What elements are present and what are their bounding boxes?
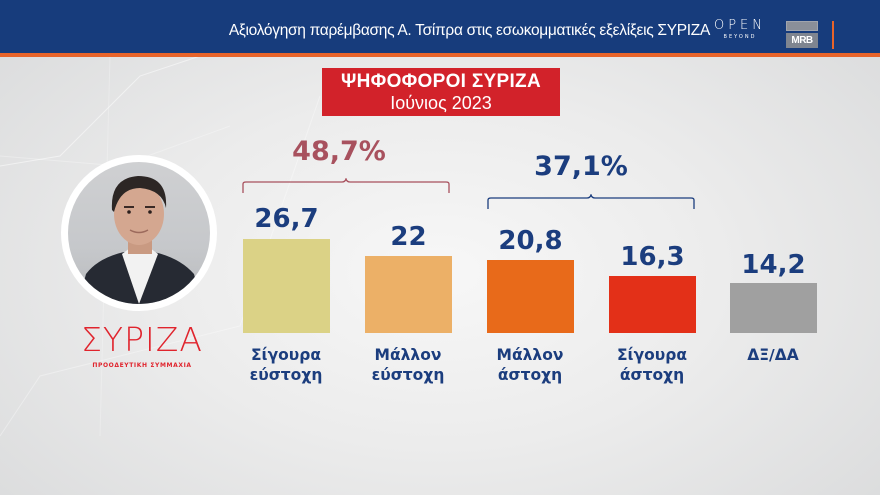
bracket-negative — [487, 194, 695, 209]
bar-value: 14,2 — [741, 250, 806, 280]
bar-label-line1: ΔΞ/ΔΑ — [747, 346, 799, 364]
header-title: Αξιολόγηση παρέμβασης Α. Τσίπρα στις εσω… — [228, 22, 710, 39]
header-accent-tick — [832, 21, 834, 49]
bar-label: ΔΞ/ΔΑ — [713, 345, 833, 365]
syriza-logo: ΣΥΡΙΖΑ ΠΡΟΟΔΕΥΤΙΚΗ ΣΥΜΜΑΧΙΑ — [80, 322, 204, 372]
bar-certainly-inaccurate — [609, 276, 696, 333]
bar-value: 26,7 — [254, 204, 319, 234]
bar-rather-accurate — [365, 256, 452, 333]
person-silhouette-icon — [78, 176, 202, 304]
open-channel-logo: OPEN BEYOND — [710, 19, 770, 49]
open-logo-text: OPEN — [713, 18, 766, 33]
bar-label: Μάλλον άστοχη — [470, 345, 590, 385]
bar-label-line2: άστοχη — [619, 366, 685, 384]
badge-title: ΨΗΦΟΦΟΡΟΙ ΣΥΡΙΖΑ — [340, 71, 541, 92]
syriza-logo-subtitle: ΠΡΟΟΔΕΥΤΙΚΗ ΣΥΜΜΑΧΙΑ — [92, 362, 192, 369]
mrb-logo-upper — [786, 21, 818, 31]
group-total-negative: 37,1% — [517, 151, 645, 182]
bar-label-line1: Μάλλον — [374, 346, 442, 364]
bar-label-line2: άστοχη — [497, 366, 563, 384]
bar-label: Σίγουρα εύστοχη — [226, 345, 346, 385]
group-total-positive-value: 48,7% — [292, 136, 386, 167]
open-logo-subtitle: BEYOND — [723, 34, 757, 40]
bar-label-line1: Σίγουρα — [616, 346, 688, 364]
bar-label-line2: εύστοχη — [371, 366, 445, 384]
bar-label-line1: Μάλλον — [496, 346, 564, 364]
portrait-photo — [68, 162, 210, 304]
mrb-logo-text: MRB — [786, 33, 818, 48]
bar-value: 20,8 — [498, 226, 563, 256]
group-total-negative-value: 37,1% — [534, 151, 628, 182]
bar-certainly-accurate — [243, 239, 330, 333]
header-bar: Αξιολόγηση παρέμβασης Α. Τσίπρα στις εσω… — [0, 0, 880, 53]
bar-label-line1: Σίγουρα — [250, 346, 322, 364]
mrb-logo: MRB — [786, 21, 818, 48]
badge-date: Ιούνιος 2023 — [390, 93, 492, 113]
bar-dont-know — [730, 283, 817, 333]
bar-label: Σίγουρα άστοχη — [592, 345, 712, 385]
bracket-positive — [242, 178, 450, 193]
header-stripe — [0, 53, 880, 57]
bar-rather-inaccurate — [487, 260, 574, 333]
bar-label-line2: εύστοχη — [249, 366, 323, 384]
syriza-logo-text: ΣΥΡΙΖΑ — [81, 320, 203, 359]
bar-label: Μάλλον εύστοχη — [348, 345, 468, 385]
bar-value: 22 — [390, 222, 427, 252]
portrait-frame — [61, 155, 217, 311]
bar-value: 16,3 — [620, 242, 685, 272]
group-total-positive: 48,7% — [275, 136, 403, 167]
title-badge: ΨΗΦΟΦΟΡΟΙ ΣΥΡΙΖΑ Ιούνιος 2023 — [322, 68, 560, 116]
